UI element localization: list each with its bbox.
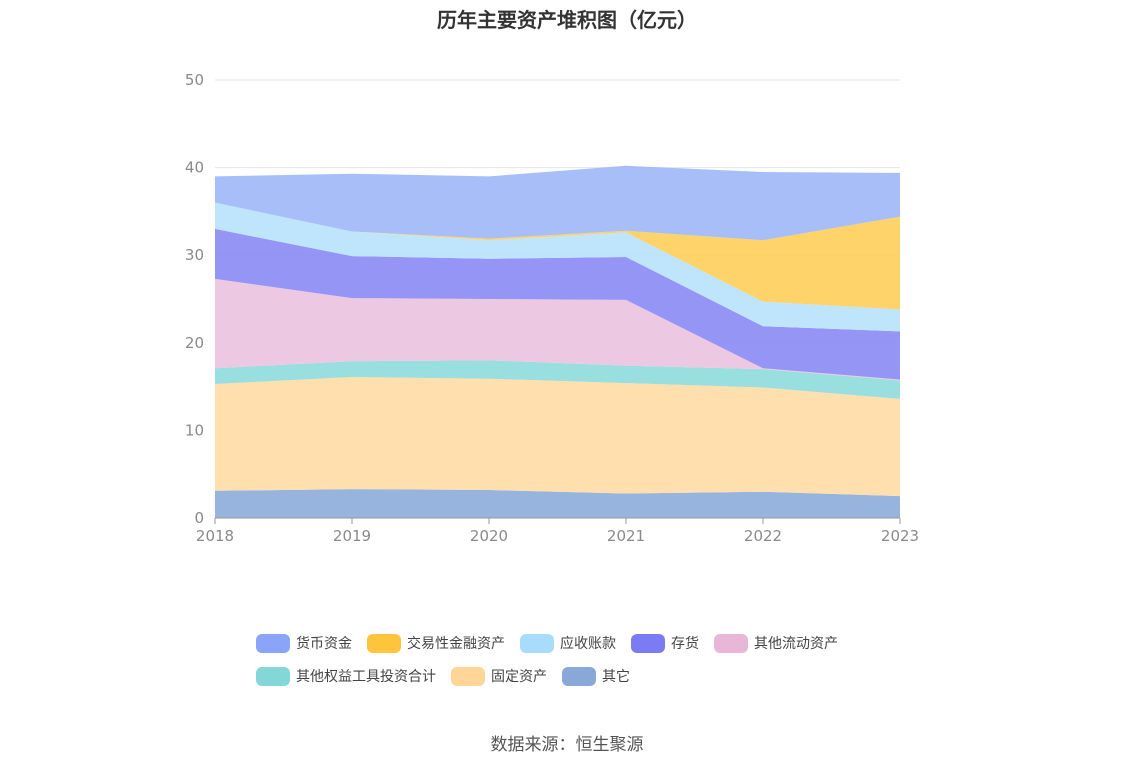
x-tick-label: 2022 (744, 527, 782, 545)
area-交易性金融资产[interactable] (215, 202, 900, 310)
axes: 0 10 20 30 40 50 2018 2019 2020 2021 2022 2023 (185, 71, 919, 545)
legend-row-1: 货币资金 交易性金融资产 应收账款 存货 其他流动资产 (256, 632, 896, 654)
legend-item[interactable]: 其他流动资产 (714, 633, 838, 653)
legend-item[interactable]: 应收账款 (520, 633, 616, 653)
y-tick-label: 40 (185, 159, 204, 177)
x-tick-label: 2020 (470, 527, 508, 545)
legend-swatch (256, 633, 290, 653)
legend-swatch (714, 633, 748, 653)
legend-label: 其他权益工具投资合计 (296, 669, 436, 685)
legend-item[interactable]: 其他权益工具投资合计 (256, 666, 436, 686)
legend-item[interactable]: 交易性金融资产 (367, 633, 505, 653)
legend-swatch (562, 666, 596, 686)
y-tick-label: 0 (194, 509, 204, 527)
area-其他权益工具投资合计[interactable] (215, 360, 900, 399)
legend-item[interactable]: 固定资产 (451, 666, 547, 686)
area-存货[interactable] (215, 228, 900, 380)
area-固定资产[interactable] (215, 377, 900, 497)
y-tick-label: 10 (185, 421, 204, 439)
legend-swatch (451, 666, 485, 686)
legend-label: 应收账款 (560, 636, 616, 652)
legend-item[interactable]: 货币资金 (256, 633, 352, 653)
x-tick-label: 2018 (196, 527, 234, 545)
legend-label: 其他流动资产 (754, 636, 838, 652)
legend-label: 货币资金 (296, 636, 352, 652)
data-source: 数据来源：恒生聚源 (490, 735, 644, 755)
area-其他流动资产[interactable] (215, 278, 900, 381)
legend-item[interactable]: 存货 (631, 633, 699, 653)
x-tick-label: 2019 (333, 527, 371, 545)
legend-item[interactable]: 其它 (562, 666, 630, 686)
area-其它[interactable] (215, 489, 900, 518)
y-tick-label: 30 (185, 246, 204, 264)
legend-label: 交易性金融资产 (407, 636, 505, 652)
chart-title: 历年主要资产堆积图（亿元） (437, 8, 697, 32)
legend-label: 其它 (602, 669, 630, 685)
legend-swatch (256, 666, 290, 686)
legend-row-2: 其他权益工具投资合计 固定资产 其它 (256, 665, 896, 687)
legend-label: 固定资产 (491, 669, 547, 685)
legend: 货币资金 交易性金融资产 应收账款 存货 其他流动资产 其他权益工具投资合计 固定资产 其它 (256, 632, 896, 698)
y-tick-label: 50 (185, 71, 204, 89)
area-series (215, 165, 900, 518)
legend-swatch (367, 633, 401, 653)
area-货币资金[interactable] (215, 165, 900, 241)
stacked-area-chart: 0 10 20 30 40 50 2018 2019 2020 2021 2022 2023 (185, 71, 919, 545)
legend-swatch (631, 633, 665, 653)
area-应收账款[interactable] (215, 202, 900, 332)
legend-label: 存货 (671, 636, 699, 652)
x-tick-label: 2023 (881, 527, 919, 545)
legend-swatch (520, 633, 554, 653)
y-tick-label: 20 (185, 334, 204, 352)
x-tick-label: 2021 (607, 527, 645, 545)
